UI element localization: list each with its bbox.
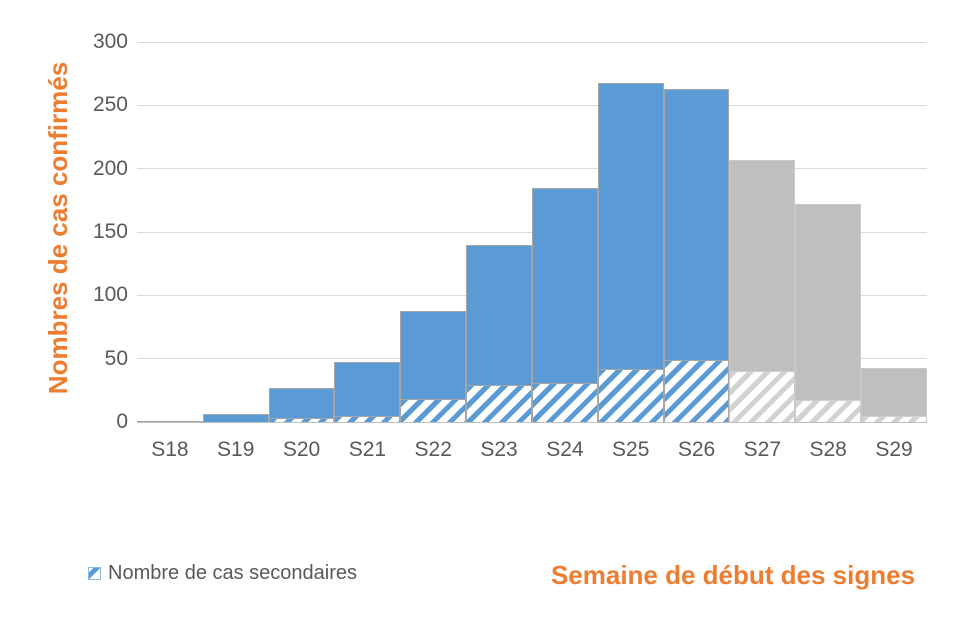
x-tick-label-S24: S24: [546, 438, 584, 461]
bar-S29: [861, 367, 927, 422]
x-axis-title: Semaine de début des signes: [550, 560, 916, 590]
plot-area: [137, 41, 927, 423]
bars-layer: [137, 42, 927, 422]
bar-S21: [334, 362, 401, 422]
bar-secondary-hatch-S25: [598, 368, 663, 422]
bar-secondary-hatch-S27: [730, 371, 795, 422]
bar-secondary-hatch-S29: [862, 415, 926, 422]
bar-S22: [400, 310, 467, 422]
x-tick-label-S26: S26: [677, 438, 716, 461]
bar-secondary-hatch-S20: [269, 418, 334, 422]
bar-secondary-hatch-S24: [532, 382, 597, 422]
x-tick-label-S18: S18: [151, 438, 189, 461]
x-tick-label-S20: S20: [282, 438, 321, 461]
y-tick-label-0: 0: [116, 410, 128, 433]
legend: Nombre de cas secondaires: [88, 562, 357, 585]
x-tick-label-S25: S25: [612, 438, 650, 461]
gridline-200: [137, 168, 927, 170]
x-tick-label-S28: S28: [809, 438, 847, 461]
legend-label: Nombre de cas secondaires: [108, 562, 358, 584]
bar-secondary-hatch-S28: [796, 400, 861, 422]
gridline-300: [137, 41, 927, 43]
y-tick-label-50: 50: [104, 346, 128, 370]
hatch-swatch-icon: [88, 567, 101, 580]
bar-S23: [466, 244, 532, 422]
y-tick-label-250: 250: [92, 93, 128, 117]
bar-S24: [531, 187, 598, 422]
bar-S20: [268, 387, 335, 422]
bar-S25: [597, 82, 664, 422]
bar-S27: [729, 159, 796, 422]
x-tick-label-S22: S22: [414, 438, 452, 461]
bar-secondary-hatch-S22: [401, 399, 466, 422]
bar-S28: [795, 204, 862, 422]
x-tick-label-S23: S23: [480, 438, 518, 461]
gridline-250: [137, 104, 927, 106]
y-tick-label-150: 150: [92, 220, 128, 243]
bar-secondary-hatch-S26: [664, 359, 729, 422]
y-tick-label-200: 200: [92, 156, 128, 180]
x-tick-label-S21: S21: [348, 438, 387, 461]
x-tick-label-S27: S27: [743, 438, 782, 461]
x-axis-ticks: S18 S19 S20 S21 S22 S23 S24 S25 S26 S27 S28 S29: [137, 438, 927, 462]
bar-S18: [137, 420, 203, 422]
x-tick-label-S19: S19: [217, 438, 255, 461]
bar-secondary-hatch-S21: [335, 415, 400, 422]
bar-secondary-hatch-S23: [467, 385, 531, 422]
y-tick-label-100: 100: [92, 283, 128, 307]
bar-S19: [202, 414, 269, 422]
gridline-0: [137, 421, 927, 423]
x-tick-label-S29: S29: [875, 438, 913, 461]
bar-S26: [663, 88, 730, 422]
y-tick-label-300: 300: [92, 30, 128, 53]
